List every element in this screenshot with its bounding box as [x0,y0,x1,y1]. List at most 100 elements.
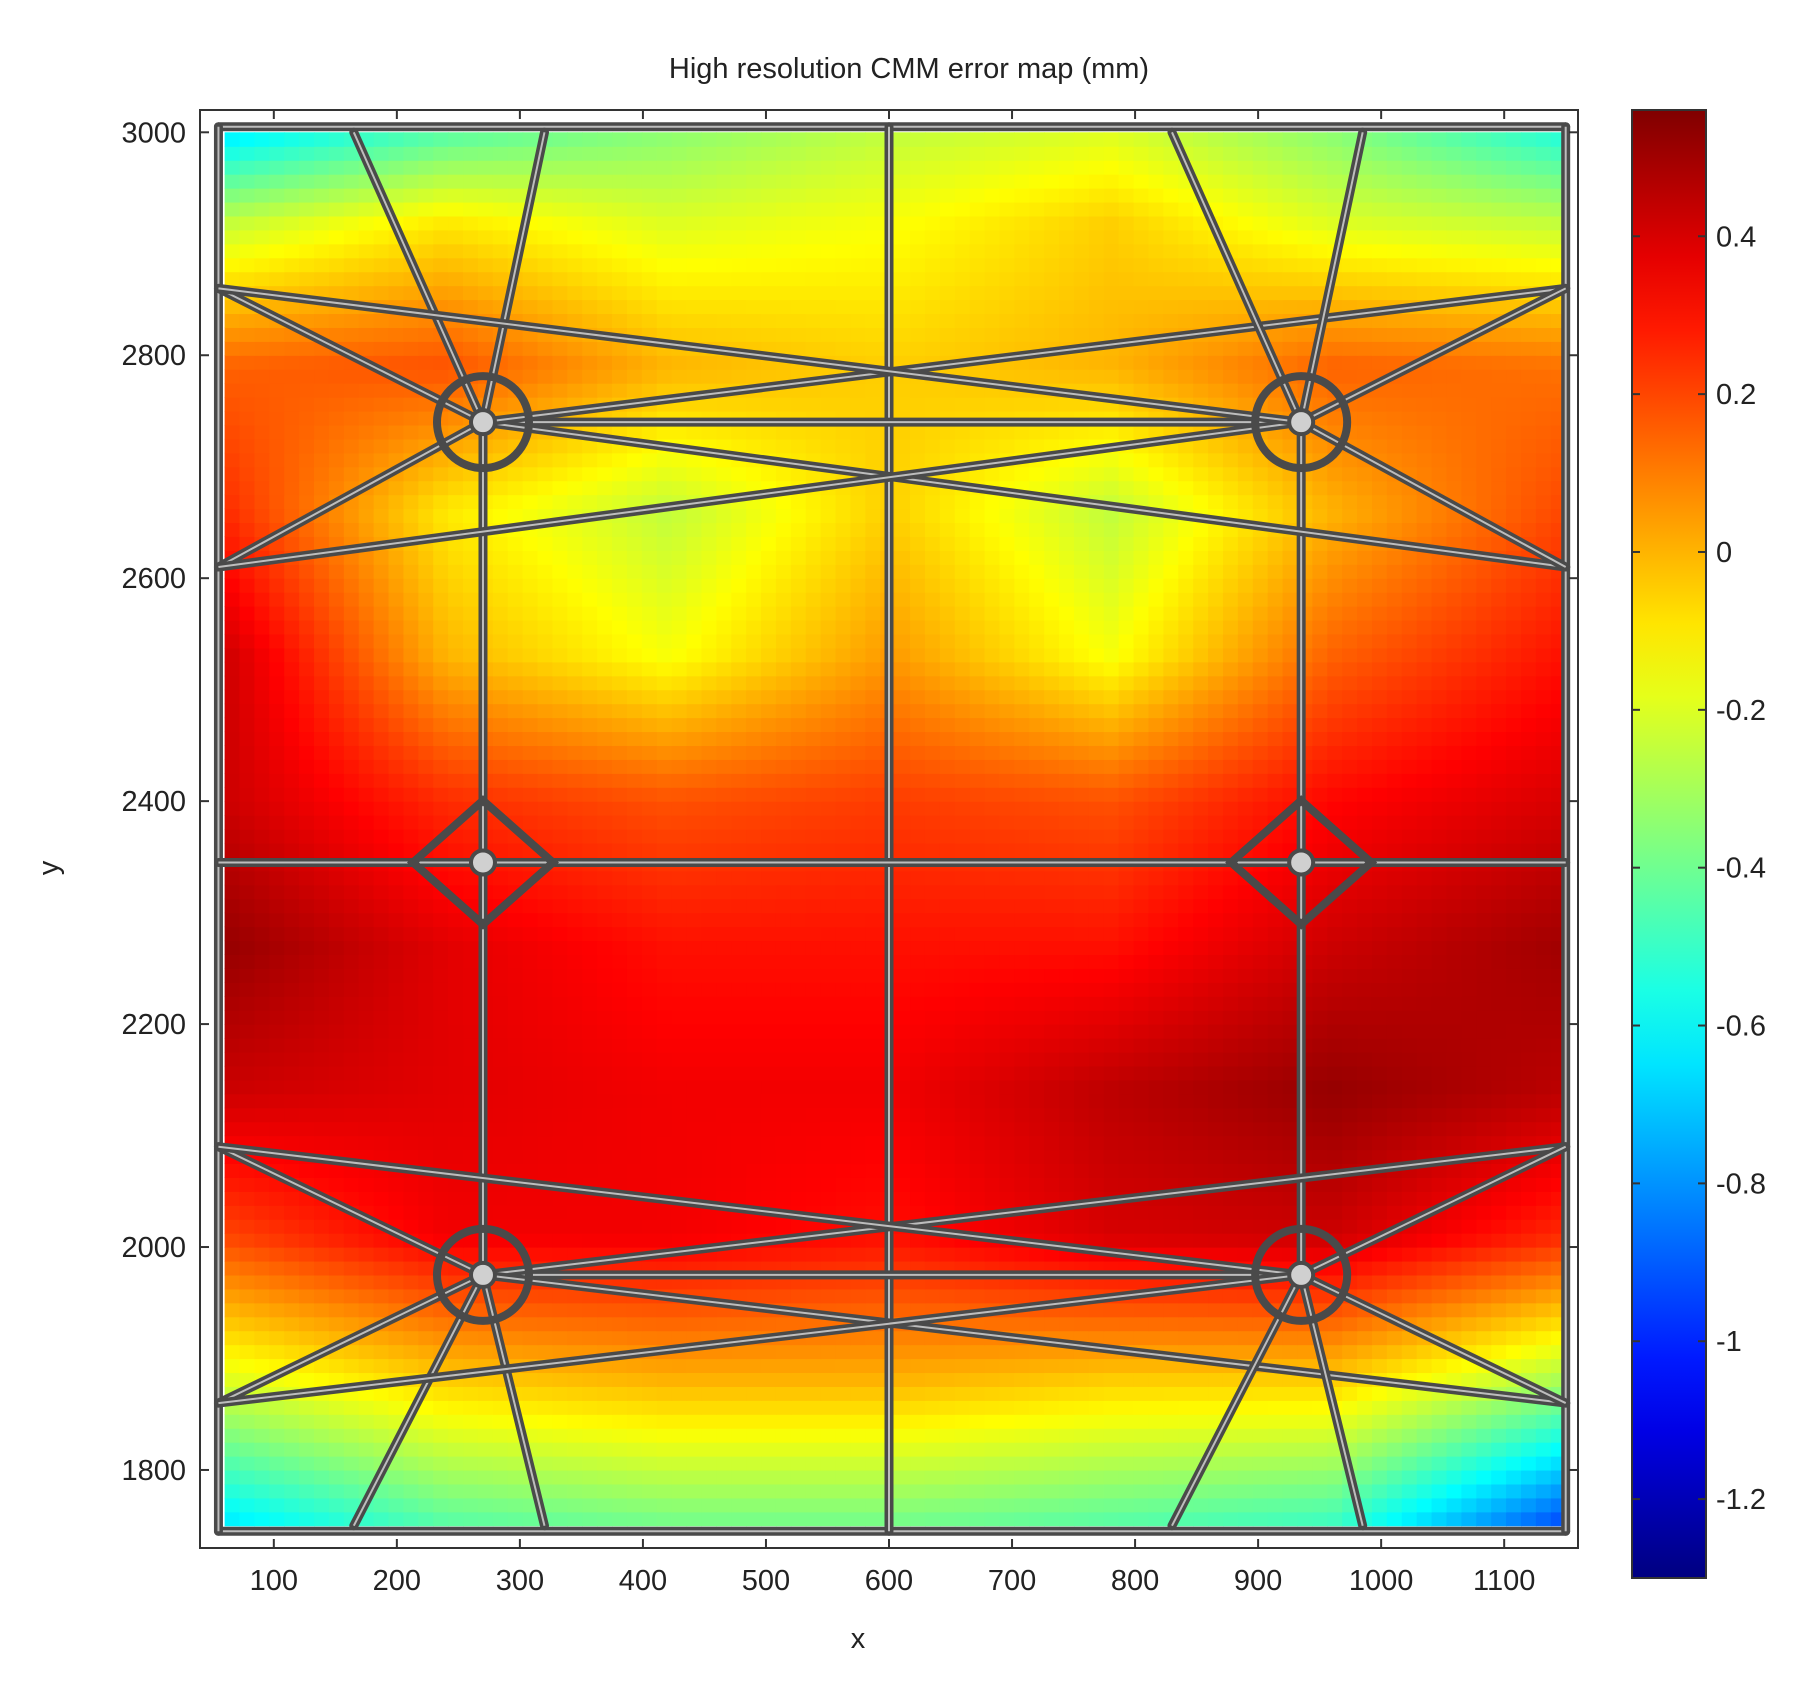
heatmap-cell [1491,870,1507,886]
heatmap-cell [1446,1024,1462,1039]
heatmap-cell [1073,1093,1090,1109]
heatmap-cell [820,1288,837,1304]
heatmap-cell [1431,1469,1448,1485]
heatmap-cell [686,870,703,886]
heatmap-cell [463,1233,479,1248]
heatmap-cell [552,870,568,886]
heatmap-cell [1237,801,1254,816]
heatmap-cell [939,1414,956,1429]
heatmap-cell [1506,1079,1522,1095]
heatmap-cell [552,1483,568,1499]
heatmap-cell [969,1247,986,1262]
heatmap-cell [1029,1442,1045,1457]
heatmap-cell [1386,1330,1403,1346]
heatmap-cell [567,1483,583,1499]
heatmap-cell [835,1149,852,1165]
heatmap-cell [1088,1135,1105,1151]
heatmap-cell [1312,842,1328,858]
heatmap-cell [626,870,643,886]
heatmap-cell [507,1511,524,1527]
heatmap-cell [314,1316,330,1332]
heatmap-cell [1148,1107,1164,1123]
heatmap-cell [954,1093,971,1109]
heatmap-cell [314,1274,330,1290]
heatmap-cell [641,1149,658,1165]
heatmap-cell [1118,884,1135,900]
heatmap-cell [1133,1483,1150,1499]
heatmap-cell [612,1079,628,1095]
heatmap-cell [388,801,405,816]
heatmap-cell [1282,1386,1299,1401]
heatmap-cell [224,1205,241,1220]
heatmap-cell [671,1400,688,1415]
heatmap-cell [1208,829,1224,844]
heatmap-cell [1103,1469,1120,1485]
heatmap-cell [671,842,688,858]
heatmap-cell [612,912,628,928]
heatmap-cell [954,1038,971,1053]
heatmap-cell [1535,1260,1552,1276]
heatmap-cell [850,1135,866,1151]
heatmap-cell [939,1247,956,1262]
heatmap-cell [1461,1400,1477,1415]
heatmap-cell [1103,898,1120,914]
heatmap-cell [299,1469,315,1485]
heatmap-cell [448,1469,464,1485]
heatmap-cell [1506,1135,1522,1151]
heatmap-cell [954,1511,971,1527]
heatmap-cell [954,1400,971,1415]
heatmap-cell [433,940,449,955]
heatmap-cell [1148,1149,1164,1165]
heatmap-cell [448,996,464,1011]
heatmap-cell [1014,996,1030,1011]
heatmap-cell [314,1135,330,1151]
heatmap-cell [477,1442,494,1457]
heatmap-cell [924,1079,941,1095]
heatmap-cell [463,1469,479,1485]
heatmap-cell [656,1093,673,1109]
heatmap-cell [1357,1079,1373,1095]
heatmap-cell [999,982,1015,997]
heatmap-cell [820,1386,837,1401]
heatmap-cell [1073,1121,1090,1137]
heatmap-cell [969,996,986,1011]
heatmap-cell [328,1358,345,1374]
heatmap-cell [1267,1288,1284,1304]
heatmap-cell [671,787,688,802]
heatmap-cell [746,1497,762,1513]
heatmap-cell [969,1038,986,1053]
heatmap-cell [895,815,911,830]
heatmap-cell [1401,1024,1418,1039]
heatmap-cell [1103,982,1120,997]
heatmap-cell [433,787,449,802]
heatmap-cell [1535,842,1552,858]
heatmap-cell [373,912,390,928]
heatmap-cell [1506,1344,1522,1360]
heatmap-cell [820,912,837,928]
heatmap-cell [656,1428,673,1443]
heatmap-cell [1133,898,1150,914]
heatmap-cell [1386,1024,1403,1039]
heatmap-cell [552,1288,568,1304]
heatmap-cell [1312,1247,1328,1262]
heatmap-cell [388,954,405,969]
heatmap-cell [716,773,732,788]
heatmap-cell [269,1233,285,1248]
heatmap-cell [1520,996,1537,1011]
heatmap-cell [969,1079,986,1095]
heatmap-cell [790,996,807,1011]
heatmap-cell [641,1302,658,1318]
heatmap-cell [1267,1247,1284,1262]
heatmap-cell [1163,801,1179,816]
heatmap-cell [1073,1107,1090,1123]
heatmap-cell [418,1316,434,1332]
heatmap-cell [716,759,732,774]
heatmap-cell [1371,815,1388,830]
heatmap-cell [1252,1135,1269,1151]
heatmap-cell [224,968,241,983]
heatmap-cell [597,1456,613,1471]
heatmap-cell [1178,1093,1194,1109]
heatmap-cell [1088,1302,1105,1318]
heatmap-cell [1088,926,1105,942]
heatmap-cell [1044,1010,1060,1025]
